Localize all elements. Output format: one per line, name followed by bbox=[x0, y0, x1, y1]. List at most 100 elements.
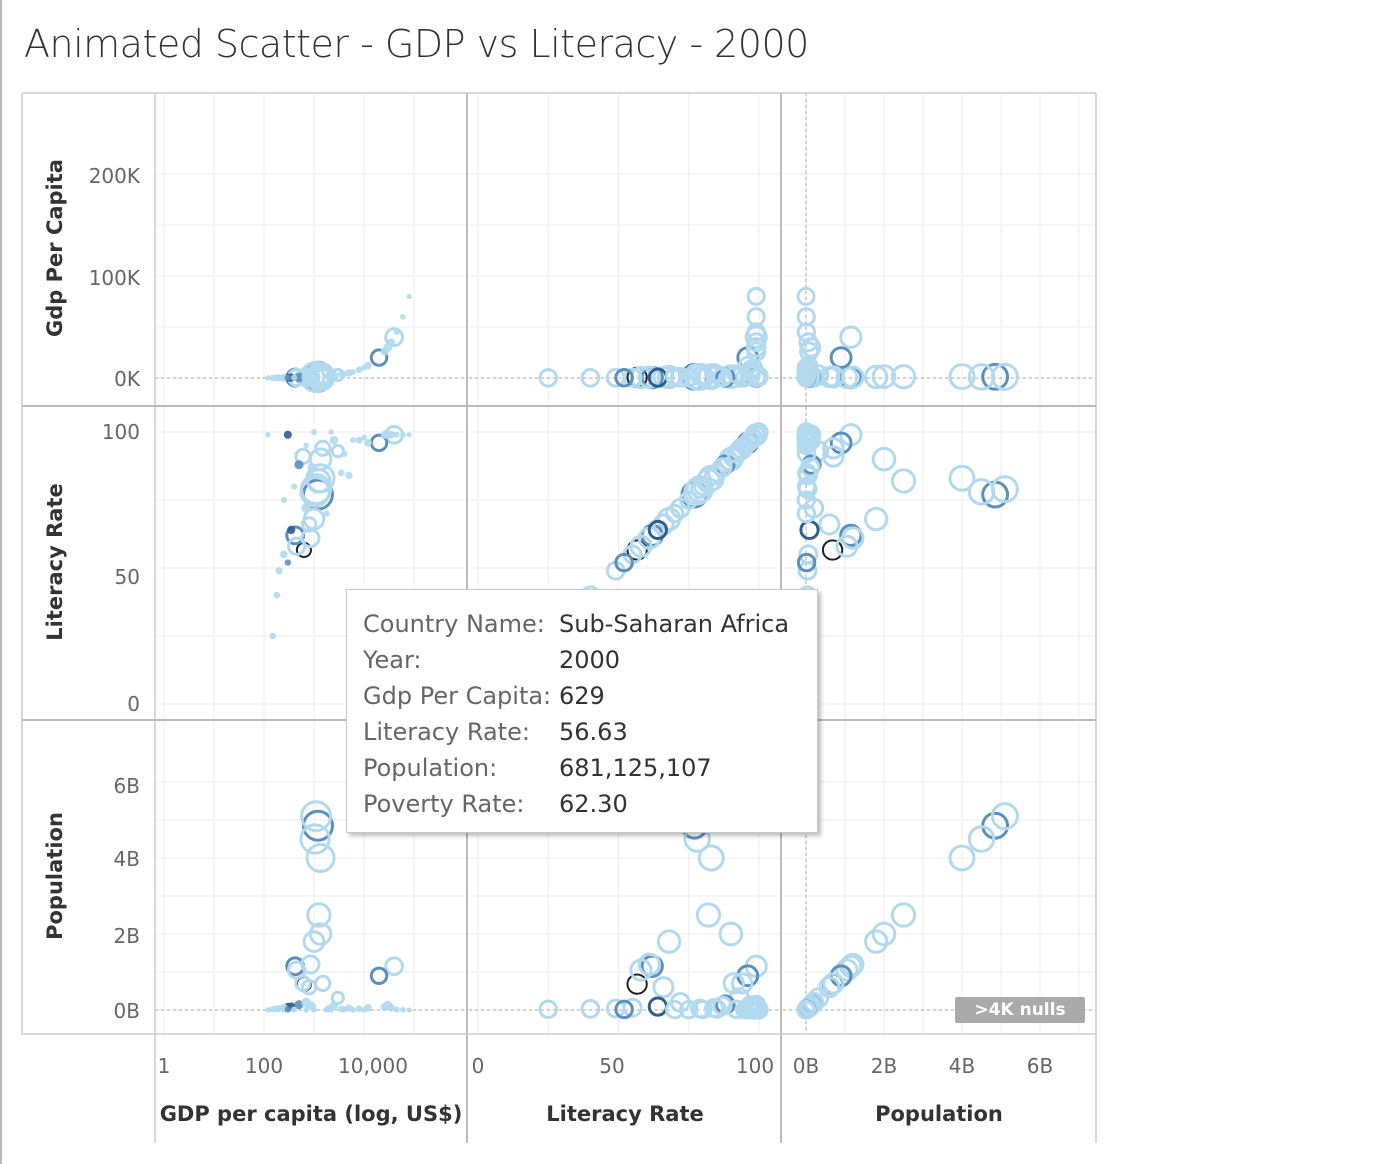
data-point bbox=[323, 510, 330, 517]
data-point bbox=[300, 800, 333, 833]
row-title-population: Population bbox=[43, 812, 67, 940]
data-point bbox=[640, 954, 664, 978]
data-point bbox=[718, 921, 744, 947]
data-point bbox=[796, 490, 816, 510]
data-point bbox=[614, 552, 634, 573]
data-point bbox=[400, 1006, 406, 1013]
data-point bbox=[300, 978, 318, 996]
data-point bbox=[361, 434, 367, 441]
data-point bbox=[797, 560, 818, 581]
col-tick-gdp-100: 100 bbox=[245, 1054, 283, 1078]
data-point bbox=[796, 366, 816, 386]
data-point bbox=[284, 374, 292, 381]
data-point bbox=[829, 346, 853, 369]
data-point bbox=[361, 1007, 367, 1013]
data-point bbox=[822, 972, 845, 995]
data-point bbox=[890, 902, 917, 928]
data-point bbox=[314, 439, 332, 457]
data-point bbox=[704, 465, 724, 486]
row-tick-pop-6b: 6B bbox=[114, 774, 140, 798]
data-point bbox=[337, 469, 345, 477]
col-tick-pop-4b: 4B bbox=[949, 1054, 975, 1078]
col-title-population: Population bbox=[875, 1102, 1003, 1126]
data-point bbox=[679, 490, 699, 510]
data-point bbox=[538, 368, 559, 388]
data-point bbox=[796, 286, 816, 306]
data-point bbox=[679, 368, 699, 388]
data-point bbox=[835, 958, 859, 982]
marks-layer[interactable] bbox=[265, 286, 1019, 1020]
tooltip-value: 2000 bbox=[559, 646, 621, 674]
data-point bbox=[697, 844, 725, 872]
data-point bbox=[637, 365, 662, 389]
data-point bbox=[841, 952, 865, 977]
data-point bbox=[626, 973, 648, 995]
data-point bbox=[369, 966, 389, 986]
data-point bbox=[822, 445, 845, 468]
data-point bbox=[291, 483, 298, 490]
data-point bbox=[679, 1000, 699, 1020]
data-point bbox=[693, 999, 713, 1020]
row-tick-pop-4b: 4B bbox=[114, 847, 140, 871]
data-point bbox=[745, 337, 767, 358]
data-point bbox=[364, 439, 372, 447]
data-point bbox=[580, 999, 601, 1019]
data-point bbox=[350, 437, 356, 444]
data-point bbox=[294, 372, 304, 383]
data-point bbox=[743, 1000, 763, 1020]
data-point bbox=[665, 999, 685, 1020]
row-title-gdp: Gdp Per Capita bbox=[43, 159, 67, 337]
data-point bbox=[284, 559, 292, 566]
data-point bbox=[303, 374, 310, 381]
data-point bbox=[665, 503, 685, 524]
data-point bbox=[580, 367, 601, 388]
tooltip-value: 62.30 bbox=[559, 790, 628, 818]
data-point bbox=[744, 325, 768, 349]
data-point bbox=[798, 332, 819, 353]
col-tick-gdp-1: 1 bbox=[158, 1054, 171, 1078]
data-point bbox=[387, 1003, 396, 1012]
data-point bbox=[652, 366, 675, 389]
data-point bbox=[310, 428, 318, 436]
data-point bbox=[310, 1006, 318, 1013]
col-tick-gdp-10000: 10,000 bbox=[338, 1054, 408, 1078]
tooltip-label: Gdp Per Capita: bbox=[363, 682, 552, 710]
data-point bbox=[305, 843, 336, 873]
data-point bbox=[829, 964, 853, 988]
data-point bbox=[265, 375, 271, 381]
data-point bbox=[796, 422, 816, 442]
data-point bbox=[948, 464, 976, 492]
tooltip-value: 56.63 bbox=[559, 718, 628, 746]
data-point bbox=[652, 513, 675, 536]
data-point bbox=[303, 442, 310, 449]
data-point bbox=[328, 372, 334, 379]
data-tooltip: Country Name: Sub-Saharan Africa Year: 2… bbox=[346, 589, 818, 833]
data-point bbox=[273, 591, 281, 599]
nulls-indicator-badge[interactable]: >4K nulls bbox=[955, 997, 1085, 1023]
data-point bbox=[637, 952, 662, 977]
data-point bbox=[280, 497, 287, 503]
data-point bbox=[665, 366, 685, 386]
data-point bbox=[310, 373, 318, 381]
data-point bbox=[890, 468, 917, 494]
data-point bbox=[730, 972, 754, 995]
data-point bbox=[269, 374, 277, 382]
data-point bbox=[355, 436, 363, 444]
data-point bbox=[301, 503, 312, 514]
data-point bbox=[340, 450, 348, 457]
data-point bbox=[400, 431, 406, 438]
tooltip-label: Year: bbox=[363, 646, 422, 674]
data-point bbox=[796, 358, 816, 378]
data-point bbox=[329, 435, 339, 445]
data-point bbox=[406, 432, 412, 438]
data-point bbox=[287, 525, 296, 535]
data-point bbox=[355, 366, 363, 374]
data-point bbox=[280, 550, 288, 559]
data-point bbox=[303, 1006, 310, 1013]
data-point bbox=[406, 293, 412, 300]
data-point bbox=[818, 513, 841, 536]
data-point bbox=[337, 371, 345, 378]
data-point bbox=[735, 1000, 755, 1020]
data-point bbox=[821, 539, 844, 561]
